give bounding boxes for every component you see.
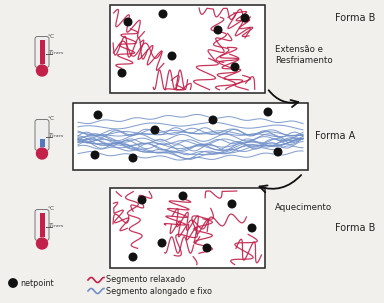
Bar xyxy=(110,188,265,268)
Circle shape xyxy=(36,148,48,159)
Circle shape xyxy=(129,253,137,261)
Circle shape xyxy=(118,69,126,77)
Circle shape xyxy=(138,196,146,204)
Circle shape xyxy=(264,108,272,116)
Bar xyxy=(110,5,265,93)
Circle shape xyxy=(231,63,239,71)
Circle shape xyxy=(209,116,217,124)
Text: Segmento alongado e fixo: Segmento alongado e fixo xyxy=(106,287,212,295)
FancyBboxPatch shape xyxy=(40,213,45,237)
Circle shape xyxy=(124,18,132,26)
Circle shape xyxy=(248,224,256,232)
Text: Aquecimento: Aquecimento xyxy=(275,204,332,212)
Circle shape xyxy=(168,52,176,60)
Circle shape xyxy=(203,244,211,252)
Circle shape xyxy=(36,65,48,76)
Circle shape xyxy=(158,239,166,247)
Circle shape xyxy=(36,238,48,249)
Bar xyxy=(73,103,308,170)
Circle shape xyxy=(129,154,137,162)
Text: Forma B: Forma B xyxy=(335,223,376,233)
Circle shape xyxy=(9,279,17,287)
Text: netpoint: netpoint xyxy=(20,278,54,288)
Text: $T_{trans}$: $T_{trans}$ xyxy=(48,132,65,141)
FancyBboxPatch shape xyxy=(35,36,49,68)
Text: °C: °C xyxy=(47,116,54,122)
Text: $T_{trans}$: $T_{trans}$ xyxy=(48,221,65,231)
Circle shape xyxy=(94,111,102,119)
FancyBboxPatch shape xyxy=(35,209,49,241)
Text: °C: °C xyxy=(47,34,54,38)
Text: Forma A: Forma A xyxy=(315,131,355,141)
FancyBboxPatch shape xyxy=(40,40,45,64)
Circle shape xyxy=(214,26,222,34)
Circle shape xyxy=(159,10,167,18)
Text: $T_{trans}$: $T_{trans}$ xyxy=(48,48,65,58)
FancyBboxPatch shape xyxy=(35,119,49,151)
Circle shape xyxy=(179,192,187,200)
Text: °C: °C xyxy=(47,207,54,211)
Circle shape xyxy=(241,14,249,22)
Text: Segmento relaxado: Segmento relaxado xyxy=(106,275,185,285)
Circle shape xyxy=(91,151,99,159)
FancyBboxPatch shape xyxy=(40,139,45,147)
Circle shape xyxy=(228,200,236,208)
Text: Forma B: Forma B xyxy=(335,13,376,23)
Circle shape xyxy=(151,126,159,134)
Circle shape xyxy=(274,148,282,156)
Text: Extensão e
Resfriamento: Extensão e Resfriamento xyxy=(275,45,333,65)
